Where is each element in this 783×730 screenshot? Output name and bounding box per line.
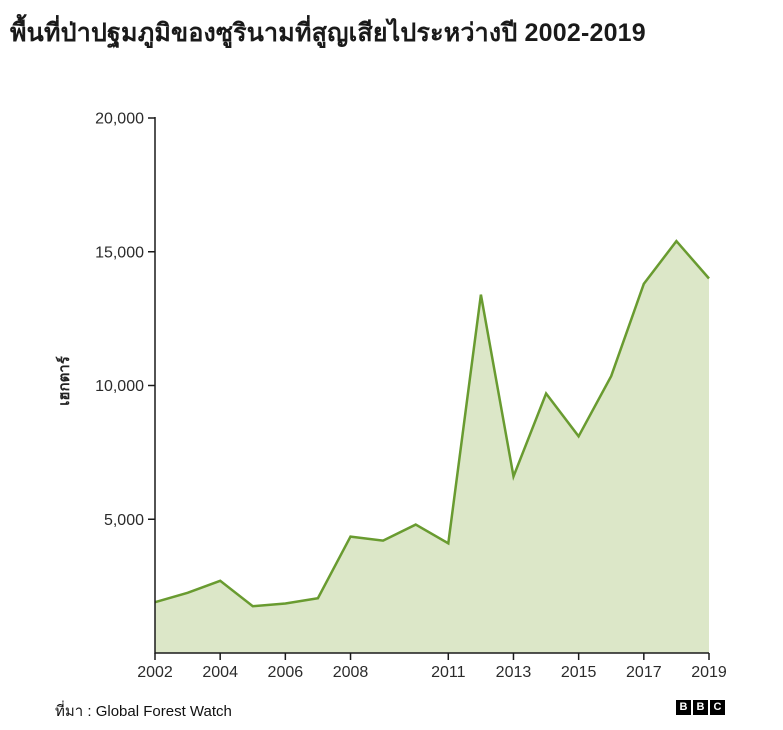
x-tick-label: 2017 <box>626 664 662 681</box>
bbc-logo-letter: C <box>710 700 725 715</box>
chart-title: พื้นที่ป่าปฐมภูมิของซูรินามที่สูญเสียไปร… <box>10 19 646 47</box>
source-note: ที่มา : Global Forest Watch <box>55 703 232 720</box>
y-tick-label: 15,000 <box>95 244 144 261</box>
x-tick-label: 2008 <box>333 664 369 681</box>
series-area-fill <box>155 241 709 653</box>
x-tick-label: 2013 <box>496 664 532 681</box>
bbc-logo-letter: B <box>676 700 691 715</box>
series-line <box>154 239 710 608</box>
x-tick-label: 2004 <box>202 664 238 681</box>
bbc-logo: B B C <box>676 700 725 715</box>
y-tick-label: 5,000 <box>104 512 144 529</box>
x-tick-label: 2011 <box>431 664 466 681</box>
y-axis-label: เฮกตาร์ <box>56 356 73 406</box>
bbc-logo-letter: B <box>693 700 708 715</box>
y-tick-label: 10,000 <box>95 378 144 395</box>
x-tick-label: 2006 <box>268 664 304 681</box>
x-tick-label: 2015 <box>561 664 597 681</box>
y-tick-label: 20,000 <box>95 111 144 128</box>
x-tick-label: 2002 <box>137 664 173 681</box>
x-tick-label: 2019 <box>691 664 727 681</box>
